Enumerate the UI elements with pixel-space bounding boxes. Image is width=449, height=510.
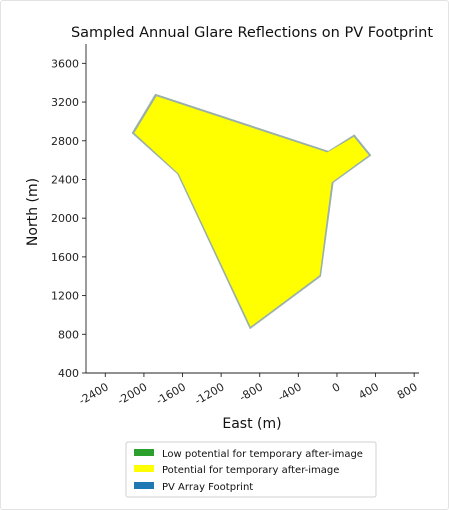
legend-label-low-potential: Low potential for temporary after-image [162, 449, 363, 460]
y-axis-ticks: 400 800 1200 1600 2000 2400 2800 3200 3600 [51, 57, 86, 380]
y-tick-label: 800 [58, 328, 79, 341]
x-tick-label: 0 [330, 380, 343, 395]
legend-swatch-pv-footprint [134, 482, 154, 489]
legend-label-potential: Potential for temporary after-image [162, 465, 339, 476]
y-axis-label: North (m) [25, 178, 41, 246]
legend: Low potential for temporary after-image … [125, 441, 377, 498]
x-tick-label: -2400 [77, 380, 111, 407]
x-tick-label: -800 [237, 380, 265, 404]
x-axis-label: East (m) [222, 416, 281, 432]
y-tick-label: 2000 [51, 212, 79, 225]
x-tick-label: -1600 [154, 380, 188, 407]
axes [85, 44, 419, 374]
plot-area [131, 93, 372, 330]
x-tick-label: -400 [276, 380, 304, 404]
x-tick-label: 400 [356, 380, 381, 402]
x-tick-label: -2000 [115, 380, 149, 407]
chart-title: Sampled Annual Glare Reflections on PV F… [71, 25, 433, 41]
x-tick-label: -1200 [192, 380, 226, 407]
y-tick-label: 2800 [51, 135, 79, 148]
legend-swatch-potential [134, 465, 154, 472]
x-axis-ticks: -2400 -2000 -1600 -1200 -800 -400 0 400 800 [77, 373, 420, 408]
y-tick-label: 1600 [51, 251, 79, 264]
series-polygon-1 [134, 96, 369, 327]
y-tick-label: 3600 [51, 57, 79, 70]
x-tick-label: 800 [395, 380, 420, 402]
y-tick-label: 2400 [51, 173, 79, 186]
legend-label-pv-footprint: PV Array Footprint [162, 482, 253, 493]
legend-box [125, 441, 377, 498]
y-tick-label: 3200 [51, 96, 79, 109]
legend-swatch-low-potential [134, 449, 154, 456]
y-tick-label: 1200 [51, 290, 79, 303]
y-tick-label: 400 [58, 367, 79, 380]
